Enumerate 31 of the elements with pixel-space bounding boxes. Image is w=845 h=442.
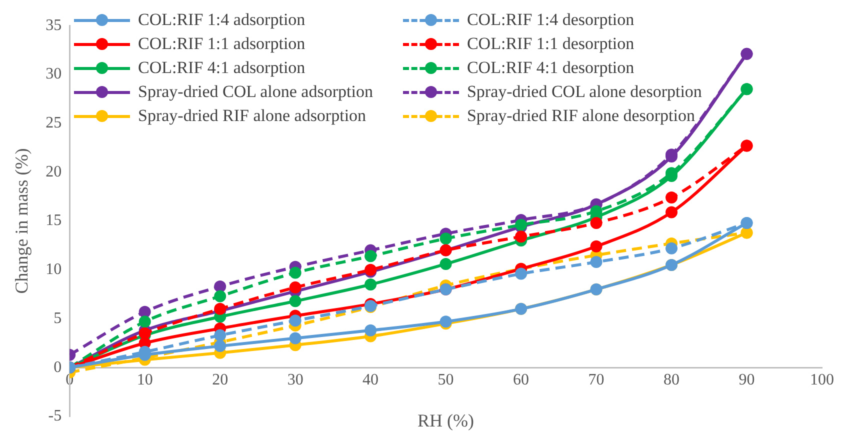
x-axis-title: RH (%) <box>418 410 474 430</box>
y-axis-title: Change in mass (%) <box>12 148 32 294</box>
x-tick-label: 40 <box>362 371 379 388</box>
legend-label: Spray-dried COL alone desorption <box>466 82 702 102</box>
x-tick-label: 10 <box>136 371 153 388</box>
legend-label: COL:RIF 1:4 desorption <box>466 10 634 30</box>
x-tick-label: 100 <box>810 371 834 388</box>
legend-label: COL:RIF 4:1 adsorption <box>138 58 306 78</box>
x-tick-label: 60 <box>513 371 530 388</box>
y-tick-label: 10 <box>46 261 62 278</box>
x-tick-label: 90 <box>738 371 755 388</box>
y-tick-label: 15 <box>46 212 62 230</box>
legend-label: Spray-dried COL alone adsorption <box>138 82 373 102</box>
y-tick-label: -5 <box>48 408 62 425</box>
y-tick-label: 20 <box>46 163 62 180</box>
legend-label: COL:RIF 1:1 adsorption <box>138 34 306 54</box>
legend-label: COL:RIF 1:1 desorption <box>466 34 634 54</box>
x-tick-label: 50 <box>438 371 454 388</box>
x-tick-label: 70 <box>588 371 604 388</box>
legend-label: Spray-dried RIF alone desorption <box>466 106 696 126</box>
legend-label: COL:RIF 4:1 desorption <box>466 58 634 78</box>
x-tick-label: 20 <box>212 371 228 388</box>
y-tick-label: 25 <box>46 114 62 132</box>
legend-label: COL:RIF 1:4 adsorption <box>138 10 306 30</box>
legend-label: Spray-dried RIF alone adsorption <box>138 106 366 126</box>
x-tick-label: 30 <box>287 371 304 388</box>
y-tick-label: 35 <box>46 16 62 34</box>
y-tick-label: 0 <box>54 358 62 376</box>
x-tick-label: 80 <box>664 371 680 388</box>
y-tick-label: 5 <box>54 310 62 327</box>
y-tick-label: 30 <box>46 66 62 83</box>
